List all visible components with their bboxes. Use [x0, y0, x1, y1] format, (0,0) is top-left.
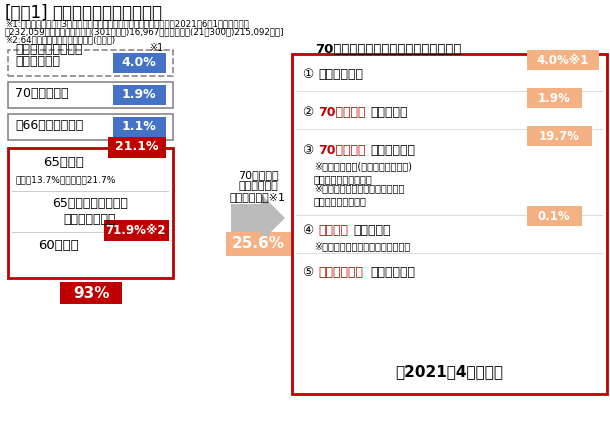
Text: による支援: による支援 — [353, 224, 390, 237]
Bar — [8, 82, 173, 108]
Text: 70歳までの: 70歳までの — [318, 106, 365, 119]
Text: 参加への支援: 参加への支援 — [371, 266, 416, 279]
Bar — [113, 85, 166, 105]
Bar — [8, 50, 173, 76]
Bar — [12, 191, 169, 192]
Text: ③: ③ — [302, 144, 314, 157]
Text: 70歳までの: 70歳までの — [238, 170, 278, 180]
Text: [図表1]: [図表1] — [5, 4, 49, 22]
Text: 定年制の廃止: 定年制の廃止 — [318, 68, 363, 81]
Text: 71.9%※2: 71.9%※2 — [106, 223, 167, 236]
Text: 雇用継続支援: 雇用継続支援 — [371, 144, 416, 157]
Text: 定年制の廃止: 定年制の廃止 — [15, 55, 60, 68]
Bar — [527, 126, 592, 146]
Text: 就業確保措置: 就業確保措置 — [238, 181, 278, 191]
Bar — [60, 282, 122, 304]
Text: 社会貢献活動: 社会貢献活動 — [318, 266, 363, 279]
Bar — [113, 117, 166, 137]
Text: 1.1%: 1.1% — [121, 121, 156, 133]
Bar — [292, 54, 607, 394]
Text: ※起業した者やフリーランスを対象: ※起業した者やフリーランスを対象 — [314, 241, 411, 251]
Bar — [527, 206, 582, 226]
Text: 企業の定年設定等の状況: 企業の定年設定等の状況 — [52, 4, 162, 22]
Text: （66歳以上定年）: （66歳以上定年） — [15, 119, 83, 132]
Text: ※グループ会社(子会社・関連会社)
　での継続雇用を含む: ※グループ会社(子会社・関連会社) での継続雇用を含む — [314, 161, 412, 184]
Text: ※1: ※1 — [149, 43, 163, 53]
Text: ②: ② — [302, 106, 314, 119]
Text: ※他社への再就職斡旋等を通じた
　雇用の継続を含む: ※他社への再就職斡旋等を通じた 雇用の継続を含む — [314, 183, 404, 206]
Text: ⑤: ⑤ — [302, 266, 314, 279]
Text: 70歳までの: 70歳までの — [318, 144, 365, 157]
Text: 60歳定年: 60歳定年 — [38, 239, 79, 252]
Polygon shape — [231, 194, 285, 242]
Text: 25.6%: 25.6% — [232, 236, 284, 251]
Bar — [8, 148, 173, 278]
Text: 定年制設置等の状況: 定年制設置等の状況 — [15, 43, 82, 56]
Text: 大企業13.7%　中小企業21.7%: 大企業13.7% 中小企業21.7% — [16, 175, 117, 184]
Text: ④: ④ — [302, 224, 314, 237]
Bar — [8, 114, 173, 140]
Text: 実施企業割合※1: 実施企業割合※1 — [230, 192, 286, 202]
Text: 65歳定年: 65歳定年 — [43, 156, 84, 169]
Bar — [113, 53, 166, 73]
Text: 70歳以上定年: 70歳以上定年 — [15, 87, 68, 100]
Bar — [527, 88, 582, 108]
Text: 4.0%: 4.0% — [121, 57, 156, 70]
Text: 1.9%: 1.9% — [537, 92, 570, 105]
Text: 93%: 93% — [73, 286, 109, 301]
Text: 定年引上げ: 定年引上げ — [371, 106, 408, 119]
Text: 19.7%: 19.7% — [539, 130, 580, 143]
Text: 21.1%: 21.1% — [115, 140, 159, 153]
Bar — [527, 50, 599, 70]
Text: 業務委託: 業務委託 — [318, 224, 348, 237]
Text: 1.9%: 1.9% — [121, 89, 156, 102]
Bar — [12, 232, 169, 233]
Text: 232,059社から回答［大企業(301人以上)16,967社、中小企業(21〜300人)215,092社）]: 232,059社から回答［大企業(301人以上)16,967社、中小企業(21〜… — [5, 27, 284, 36]
Text: ※1:厚生労働省「令和3年高年齢者雇用状況等報告」より＜調査概要＞2021年6月1日現在の状況: ※1:厚生労働省「令和3年高年齢者雇用状況等報告」より＜調査概要＞2021年6月… — [5, 19, 249, 28]
Text: 70歳までの就業確保措置【努力義務】: 70歳までの就業確保措置【努力義務】 — [315, 43, 461, 56]
Text: 0.1%: 0.1% — [537, 210, 570, 222]
Text: 4.0%※1: 4.0%※1 — [537, 54, 589, 67]
Bar — [226, 232, 291, 256]
Text: ※2:64歳以下の定年設置企業割合(推定値): ※2:64歳以下の定年設置企業割合(推定値) — [5, 35, 115, 44]
Bar — [104, 220, 169, 241]
Bar — [108, 137, 166, 158]
Text: 《2021年4月施行》: 《2021年4月施行》 — [395, 365, 503, 379]
Text: ①: ① — [302, 68, 314, 81]
Text: 65歳までの継続雇用
（希望者全員）: 65歳までの継続雇用 （希望者全員） — [52, 197, 128, 226]
